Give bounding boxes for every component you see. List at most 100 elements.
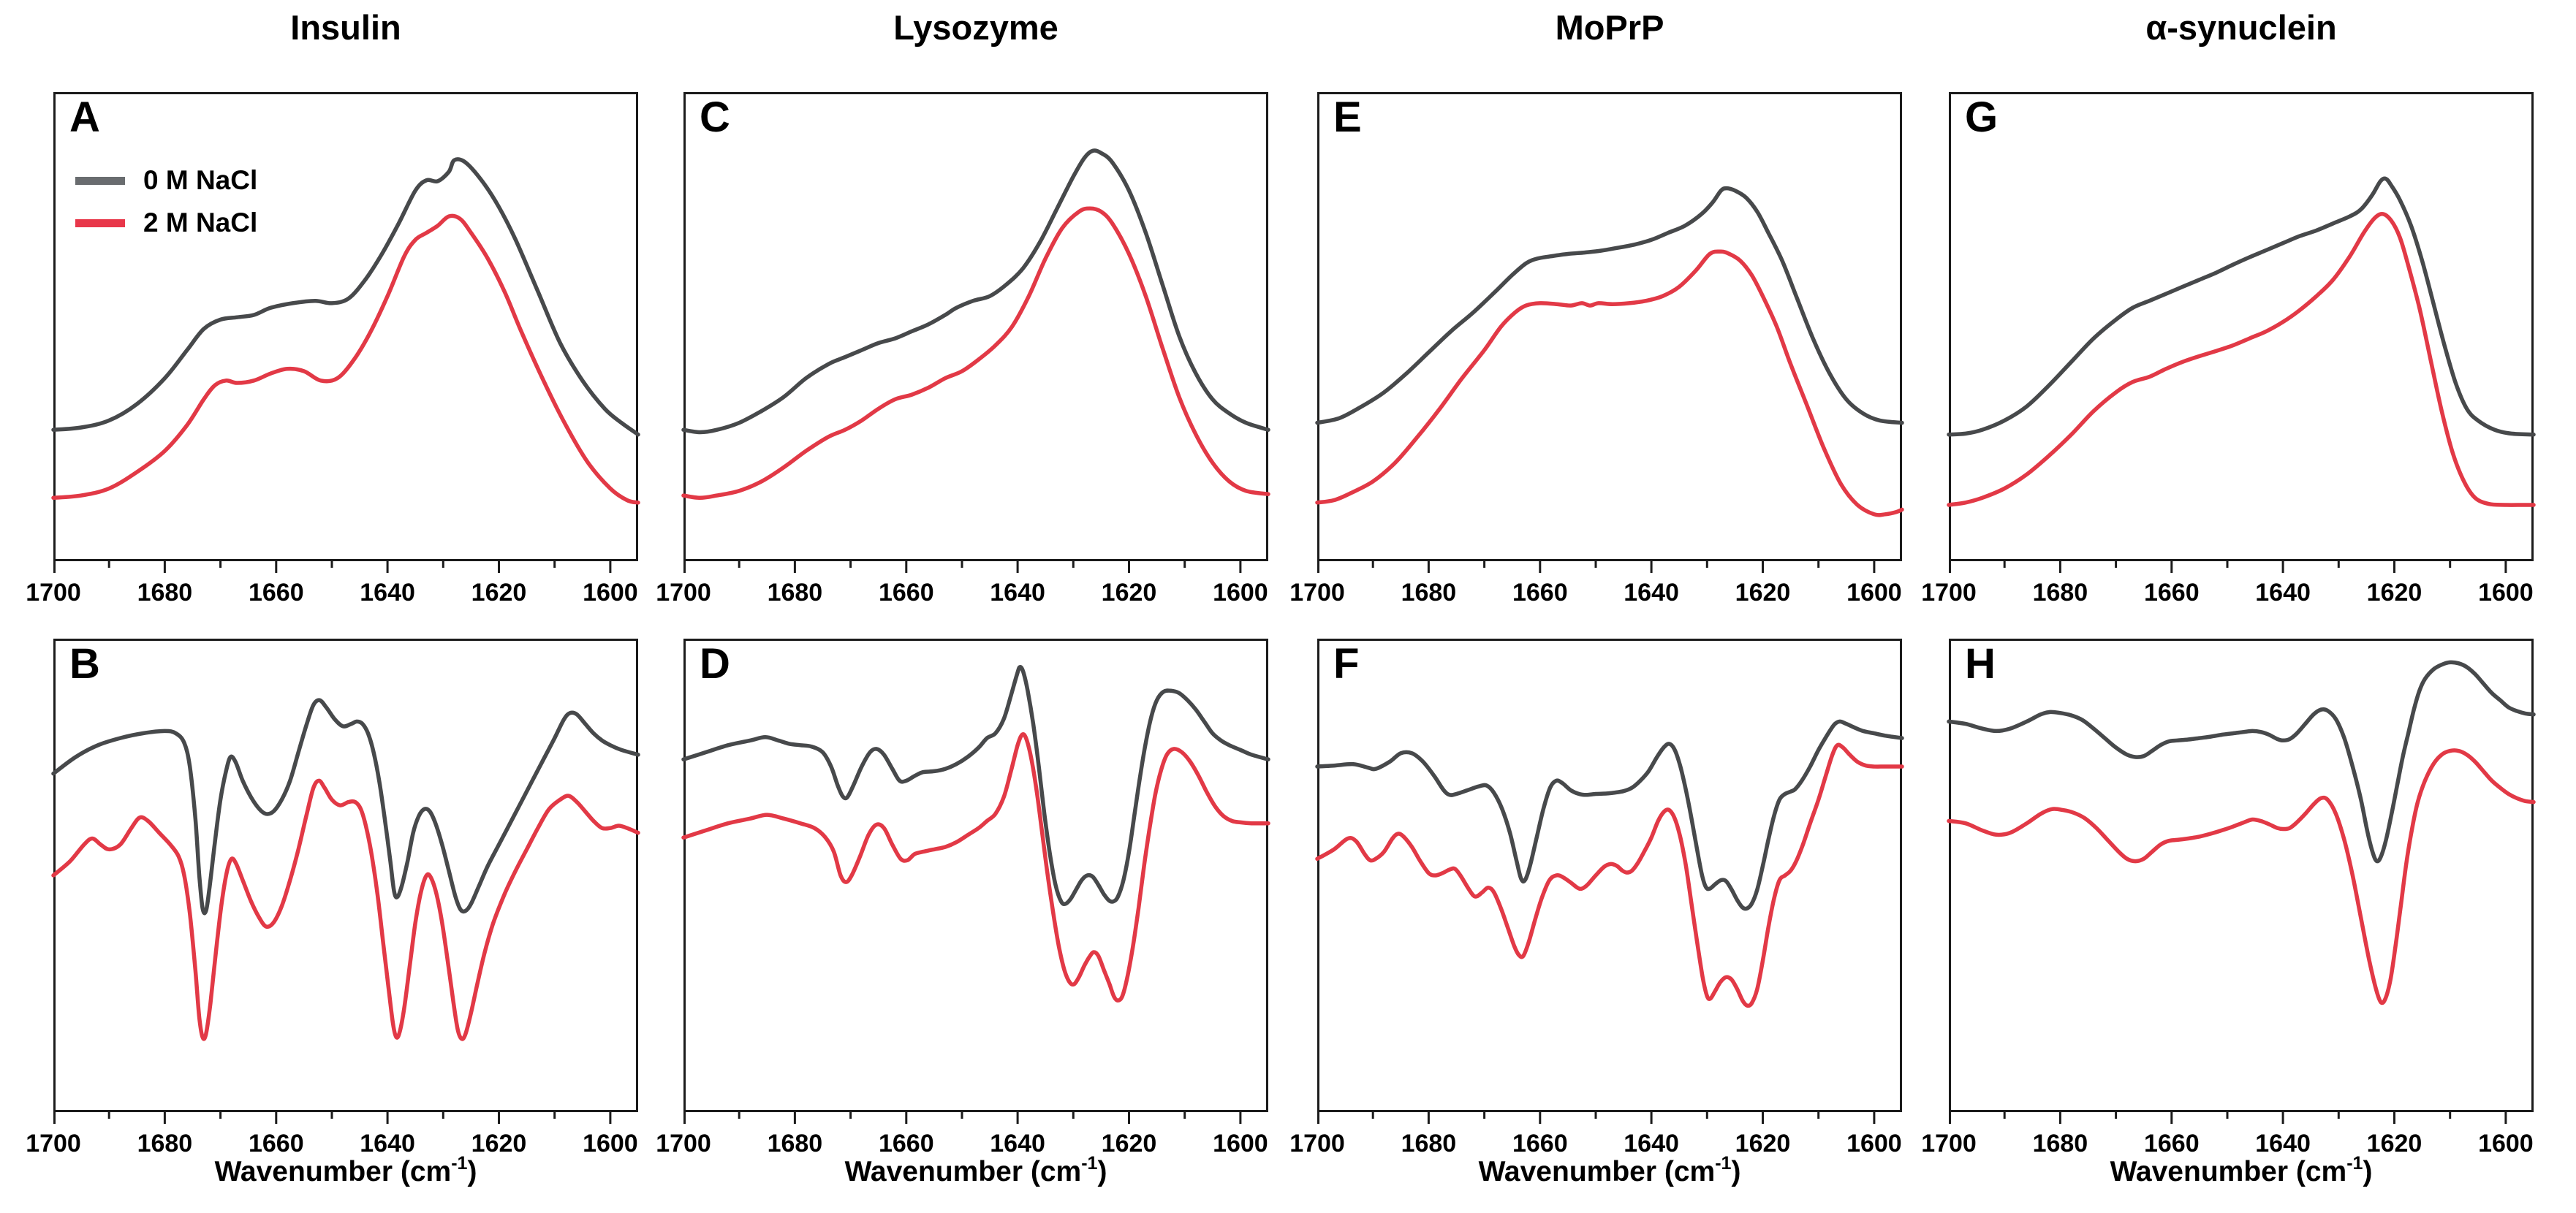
x-tick-label: 1600: [1846, 1130, 1902, 1157]
x-tick-label: 1620: [2367, 1130, 2422, 1157]
x-axis-title-sup: -1: [2346, 1153, 2363, 1174]
panel-plot-A: 1700 1680 1660 1640 1620 1600: [26, 92, 640, 606]
x-tick-label: 1640: [1624, 579, 1679, 606]
curve-0-m-nacl: [1315, 719, 1904, 911]
column-insulin: Insulin A 0 M NaCl 2 M NaCl 1700 1680 1660 1…: [26, 0, 640, 1213]
curve-2-m-nacl: [681, 732, 1270, 1003]
x-axis-title-sup: -1: [1081, 1153, 1098, 1174]
x-tick-label: 1700: [656, 1130, 711, 1157]
x-tick-label: 1660: [249, 1130, 304, 1157]
legend-swatch: [75, 218, 125, 227]
plot-absorbance-lysozyme: 1700 1680 1660 1640 1620 1600: [656, 92, 1270, 618]
curve-0-m-nacl: [1315, 186, 1904, 425]
panel-letter-d: D: [700, 640, 730, 688]
curve-0-m-nacl: [681, 148, 1270, 435]
curve-0-m-nacl: [51, 157, 640, 437]
x-axis-title-text: Wavenumber (cm: [214, 1156, 452, 1187]
legend-label: 0 M NaCl: [143, 165, 258, 195]
curve-0-m-nacl: [1947, 176, 2536, 437]
x-axis-title-sup: -1: [1715, 1153, 1732, 1174]
x-tick-label: 1620: [1735, 579, 1791, 606]
panel-letter-c: C: [700, 94, 730, 141]
panel-letter-h: H: [1965, 640, 1996, 688]
legend-entry-1: 2 M NaCl: [75, 202, 257, 244]
x-axis-title-sup: -1: [451, 1153, 468, 1174]
plot-absorbance-asynuclein: 1700 1680 1660 1640 1620 1600: [1921, 92, 2536, 618]
plot-border: [683, 639, 1268, 1112]
x-tick-label: 1600: [1213, 1130, 1268, 1157]
curve-2-m-nacl: [1315, 742, 1904, 1008]
x-axis-title: Wavenumber (cm-1): [1949, 1153, 2534, 1188]
x-tick-label: 1700: [1921, 579, 1977, 606]
x-tick-label: 1640: [990, 1130, 1045, 1157]
x-tick-label: 1620: [471, 1130, 527, 1157]
x-tick-label: 1660: [879, 1130, 934, 1157]
panel-letter-g: G: [1965, 94, 1999, 141]
x-tick-label: 1600: [583, 1130, 638, 1157]
x-tick-label: 1660: [1512, 1130, 1568, 1157]
plot-absorbance-moprp: 1700 1680 1660 1640 1620 1600: [1289, 92, 1904, 618]
x-tick-label: 1640: [2255, 1130, 2311, 1157]
curve-0-m-nacl: [51, 698, 640, 916]
x-tick-label: 1660: [249, 579, 304, 606]
x-axis-title-close: ): [467, 1156, 477, 1187]
x-tick-label: 1640: [2255, 579, 2311, 606]
plot-derivative-insulin: 1700 1680 1660 1640 1620 1600: [26, 639, 640, 1169]
plot-border: [1949, 92, 2534, 561]
column-title: Lysozyme: [893, 8, 1058, 47]
x-tick-label: 1660: [1512, 579, 1568, 606]
x-tick-label: 1680: [768, 579, 823, 606]
column-title: MoPrP: [1555, 8, 1664, 47]
panel-H: H 1700 1680 1660 1640 1620 1600: [1921, 639, 2536, 1172]
x-axis-title: Wavenumber (cm-1): [1317, 1153, 1902, 1188]
x-tick-label: 1700: [1289, 1130, 1345, 1157]
column-asynuclein: α-synuclein G 1700 1680 1660 1640 1620 1600 H…: [1921, 0, 2536, 1213]
x-axis-title-close: ): [2363, 1156, 2373, 1187]
x-tick-label: 1620: [2367, 579, 2422, 606]
legend: 0 M NaCl 2 M NaCl: [75, 159, 257, 244]
curve-2-m-nacl: [51, 778, 640, 1041]
x-tick-label: 1700: [656, 579, 711, 606]
x-axis-title-text: Wavenumber (cm: [2110, 1156, 2347, 1187]
x-axis-title-text: Wavenumber (cm: [1478, 1156, 1716, 1187]
curve-2-m-nacl: [1315, 249, 1904, 517]
x-tick-label: 1640: [1624, 1130, 1679, 1157]
column-title: Insulin: [290, 8, 401, 47]
panel-letter-b: B: [69, 640, 100, 688]
curve-2-m-nacl: [1947, 211, 2536, 507]
x-tick-label: 1660: [2144, 579, 2200, 606]
legend-label: 2 M NaCl: [143, 208, 258, 237]
plot-derivative-moprp: 1700 1680 1660 1640 1620 1600: [1289, 639, 1904, 1169]
x-tick-label: 1620: [1735, 1130, 1791, 1157]
plot-border: [53, 639, 638, 1112]
panel-B: B 1700 1680 1660 1640 1620 1600: [26, 639, 640, 1172]
x-axis-title-text: Wavenumber (cm: [844, 1156, 1082, 1187]
panel-plot-H: 1700 1680 1660 1640 1620 1600: [1921, 639, 2536, 1157]
x-tick-label: 1640: [360, 579, 415, 606]
x-tick-label: 1680: [137, 1130, 193, 1157]
x-tick-label: 1700: [26, 579, 81, 606]
x-tick-label: 1680: [1401, 1130, 1457, 1157]
curve-0-m-nacl: [1947, 660, 2536, 864]
plot-border: [1949, 639, 2534, 1112]
x-tick-label: 1640: [990, 579, 1045, 606]
panel-letter-e: E: [1333, 94, 1362, 141]
panel-plot-F: 1700 1680 1660 1640 1620 1600: [1289, 639, 1904, 1157]
curve-2-m-nacl: [51, 213, 640, 505]
plot-derivative-asynuclein: 1700 1680 1660 1640 1620 1600: [1921, 639, 2536, 1169]
x-axis-title-close: ): [1097, 1156, 1107, 1187]
x-tick-label: 1660: [879, 579, 934, 606]
plot-border: [683, 92, 1268, 561]
curve-2-m-nacl: [681, 206, 1270, 501]
x-tick-label: 1700: [26, 1130, 81, 1157]
column-moprp: MoPrP E 1700 1680 1660 1640 1620 1600 F 1700 1…: [1289, 0, 1904, 1213]
x-tick-label: 1600: [1213, 579, 1268, 606]
panel-plot-E: 1700 1680 1660 1640 1620 1600: [1289, 92, 1904, 606]
x-tick-label: 1660: [2144, 1130, 2200, 1157]
panel-G: G 1700 1680 1660 1640 1620 1600: [1921, 92, 2536, 618]
panel-C: C 1700 1680 1660 1640 1620 1600: [656, 92, 1270, 618]
x-tick-label: 1600: [2478, 579, 2534, 606]
x-axis-title: Wavenumber (cm-1): [53, 1153, 638, 1188]
x-axis-title-close: ): [1731, 1156, 1741, 1187]
